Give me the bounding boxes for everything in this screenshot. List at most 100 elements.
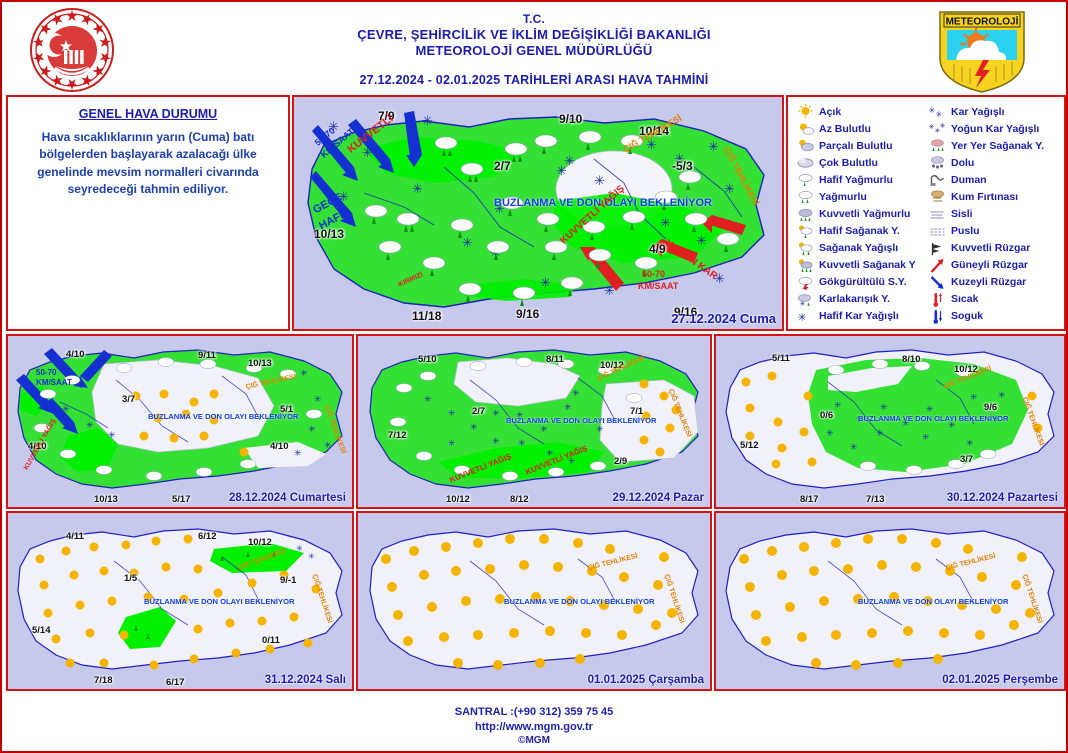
frost-warning-tuesday: BUZLANMA VE DON OLAYI BEKLENİYOR xyxy=(144,597,295,606)
temperature-label: 8/12 xyxy=(510,494,529,505)
svg-text:✳: ✳ xyxy=(936,110,943,119)
legend-item: Dolu xyxy=(928,154,1060,171)
legend-item-label: Çok Bulutlu xyxy=(819,156,878,169)
temperature-label: 4/10 xyxy=(66,349,85,360)
heavy-shower-icon xyxy=(796,258,815,273)
svg-text:✳: ✳ xyxy=(494,201,505,216)
legend-item-label: Gökgürültülü S.Y. xyxy=(819,276,907,289)
legend-item-label: Karlakarışık Y. xyxy=(819,293,891,306)
legend-item: Parçalı Bulutlu xyxy=(796,137,928,154)
map-date-sunday: 29.12.2024 Pazar xyxy=(612,492,704,504)
weather-icons-wednesday xyxy=(381,534,677,670)
turkey-map-saturday xyxy=(16,348,343,489)
temperature-label: 2/7 xyxy=(472,406,486,417)
svg-text:✳: ✳ xyxy=(516,410,524,420)
legend-item: Sıcak xyxy=(928,291,1060,308)
temperature-label: 9/10 xyxy=(559,112,583,126)
legend-item: ✳ Hafif Kar Yağışlı xyxy=(796,308,928,325)
legend-item: Yağmurlu xyxy=(796,188,928,205)
south-wind-arrow-icon xyxy=(928,258,947,273)
temperature-label: -5/3 xyxy=(672,159,693,173)
legend-item: Kuvvetli Rüzgar xyxy=(928,240,1060,257)
map-panel-wednesday[interactable]: BUZLANMA VE DON OLAYI BEKLENİYOR ÇIĞ TEH… xyxy=(356,511,712,691)
temperature-label: 9/16 xyxy=(674,305,698,319)
thermometer-cold-icon xyxy=(928,309,947,324)
temperature-label: 7/18 xyxy=(94,675,113,686)
map-panel-sunday[interactable]: ✳ ✳ ✳ ✳ ✳ ✳ ✳ ✳ ✳ ✳ ✳ ✳ ✳ ✳ xyxy=(356,334,712,509)
svg-text:✳: ✳ xyxy=(798,312,807,324)
svg-text:✳: ✳ xyxy=(646,137,657,152)
svg-text:✳: ✳ xyxy=(926,404,934,414)
svg-text:✳: ✳ xyxy=(492,436,500,446)
map-annotation: KM/SAAT xyxy=(36,378,72,387)
sleet-icon: ✳ xyxy=(796,292,815,308)
legend-item-label: Hafif Yağmurlu xyxy=(819,173,893,186)
temperature-label: 10/14 xyxy=(639,124,670,138)
svg-text:✳: ✳ xyxy=(929,106,936,115)
temperature-label: 5/17 xyxy=(172,494,191,505)
footer: SANTRAL :(+90 312) 359 75 45 http://www.… xyxy=(2,705,1066,747)
svg-text:✳: ✳ xyxy=(424,394,432,404)
frost-warning-friday: BUZLANMA VE DON OLAYI BEKLENİYOR xyxy=(494,197,712,209)
svg-text:✳: ✳ xyxy=(970,392,978,402)
temperature-label: 8/10 xyxy=(902,354,921,365)
svg-text:✳: ✳ xyxy=(62,404,70,414)
map-panel-tuesday[interactable]: ✳ ✳ BUZLANMA VE DON OLAYI BEKLENİYOR 4/11… xyxy=(6,511,354,691)
map-panel-friday[interactable]: ✳✳✳ ✳✳✳ ✳✳✳ ✳✳✳ ✳✳✳ ✳✳✳ ✳✳ xyxy=(292,95,784,331)
legend-item: Sağanak Yağışlı xyxy=(796,240,928,257)
temperature-label: 4/10 xyxy=(270,441,289,452)
temperature-label: 9/16 xyxy=(516,307,540,321)
header: T.C. ÇEVRE, ŞEHİRCİLİK VE İKLİM DEĞİŞİKL… xyxy=(2,2,1066,94)
legend-item-label: Kuzeyli Rüzgar xyxy=(951,276,1027,289)
map-panel-thursday[interactable]: BUZLANMA VE DON OLAYI BEKLENİYOR ÇIĞ TEH… xyxy=(714,511,1066,691)
svg-text:✳: ✳ xyxy=(540,275,551,290)
temperature-label: 1/5 xyxy=(124,573,138,584)
svg-text:✳: ✳ xyxy=(546,448,554,458)
svg-text:✳: ✳ xyxy=(880,402,888,412)
header-line-daterange: 27.12.2024 - 02.01.2025 TARİHLERİ ARASI … xyxy=(359,72,709,87)
svg-text:✳: ✳ xyxy=(724,181,735,196)
svg-text:✳: ✳ xyxy=(564,153,575,168)
map-panel-saturday[interactable]: ✳ ✳ ✳ ✳ ✳ ✳ ✳ ✳ xyxy=(6,334,354,509)
map-date-thursday: 02.01.2025 Perşembe xyxy=(942,674,1058,686)
svg-text:✳: ✳ xyxy=(940,122,946,130)
legend-item-label: Hafif Kar Yağışlı xyxy=(819,310,899,323)
svg-text:✳: ✳ xyxy=(448,408,456,418)
header-line-tc: T.C. xyxy=(522,12,546,26)
general-weather-panel: GENEL HAVA DURUMU Hava sıcaklıklarının y… xyxy=(6,95,290,331)
svg-text:✳: ✳ xyxy=(492,408,500,418)
weather-icons-thursday xyxy=(739,534,1035,670)
svg-text:✳: ✳ xyxy=(294,448,302,458)
map-annotation: 50-70 xyxy=(36,368,57,377)
svg-text:✳: ✳ xyxy=(948,420,956,430)
map-monday: ✳ ✳ ✳ ✳ ✳ ✳ ✳ ✳ ✳ ✳ ✳ ✳ ✳ ✳ xyxy=(716,336,1064,507)
temperature-label: 0/11 xyxy=(262,635,280,646)
footer-url[interactable]: http://www.mgm.gov.tr xyxy=(475,720,593,733)
legend-item-label: Dolu xyxy=(951,156,975,169)
legend-item: Hafif Yağmurlu xyxy=(796,171,928,188)
sun-small-cloud-icon xyxy=(796,121,815,136)
scattered-shower-icon xyxy=(928,138,947,153)
temperature-label: 5/1 xyxy=(280,404,294,415)
legend-column-right: ✳ ✳ Kar Yağışlı ✳ ✳ ✳ Yoğun Kar Yağışlı Yer Yer… xyxy=(928,103,1060,325)
svg-text:✳: ✳ xyxy=(314,394,322,404)
legend-item: Soguk xyxy=(928,308,1060,325)
header-line-ministry: ÇEVRE, ŞEHİRCİLİK VE İKLİM DEĞİŞİKLİĞİ B… xyxy=(357,27,711,42)
map-panel-monday[interactable]: ✳ ✳ ✳ ✳ ✳ ✳ ✳ ✳ ✳ ✳ ✳ ✳ ✳ ✳ xyxy=(714,334,1066,509)
legend-column-left: Açık Az Bulutlu Parçalı Bulutlu Çok Bulutlu… xyxy=(796,103,928,325)
svg-text:✳: ✳ xyxy=(660,215,671,230)
map-friday: ✳✳✳ ✳✳✳ ✳✳✳ ✳✳✳ ✳✳✳ ✳✳✳ ✳✳ xyxy=(294,97,782,329)
legend-item-label: Sağanak Yağışlı xyxy=(819,242,899,255)
svg-text:✳: ✳ xyxy=(856,414,864,424)
svg-text:✳: ✳ xyxy=(594,173,605,188)
map-thursday: BUZLANMA VE DON OLAYI BEKLENİYOR ÇIĞ TEH… xyxy=(716,513,1064,689)
light-rain-icon xyxy=(796,172,815,187)
heavy-snow-icon: ✳ ✳ ✳ xyxy=(928,121,947,136)
partly-cloudy-icon xyxy=(796,138,815,153)
weather-icons-friday: ✳✳✳ ✳✳✳ ✳✳✳ ✳✳✳ ✳✳✳ ✳✳✳ ✳✳ xyxy=(328,113,740,306)
frost-warning-monday: BUZLANMA VE DON OLAYI BEKLENİYOR xyxy=(858,414,1009,423)
svg-text:✳: ✳ xyxy=(876,428,884,438)
temperature-label: 2/7 xyxy=(494,159,511,173)
legend-item-label: Sisli xyxy=(951,208,973,220)
